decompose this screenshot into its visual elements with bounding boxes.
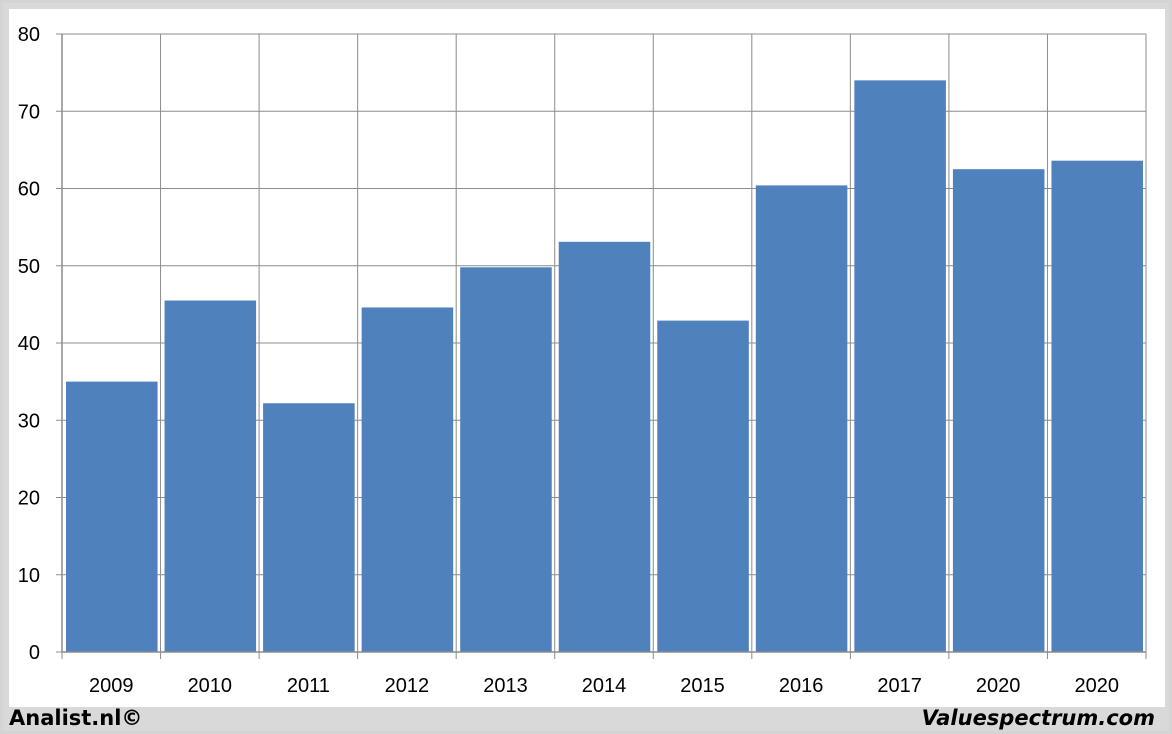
y-tick-label: 30 [18, 410, 40, 432]
footer-source-right: Valuespectrum.com [921, 706, 1155, 730]
x-tick-label: 2014 [582, 675, 627, 697]
y-tick-label: 10 [18, 565, 40, 587]
bar-2020-9 [952, 169, 1045, 652]
y-tick-label: 50 [18, 256, 40, 278]
x-tick-label: 2013 [483, 675, 528, 697]
y-tick-label: 20 [18, 488, 40, 510]
bar-2017-8 [854, 80, 946, 653]
chart-frame: 0 10 20 30 40 50 60 70 80 2009 2010 2011 2012 2013 201… [3, 3, 1169, 731]
y-tick-label: 0 [29, 642, 40, 664]
bar-2015-6 [657, 320, 749, 652]
x-tick-label: 2017 [877, 675, 922, 697]
bar-2020-10 [1051, 160, 1143, 652]
bar-2013-4 [460, 267, 552, 652]
x-tick-label: 2010 [188, 675, 233, 697]
bar-chart: 0 10 20 30 40 50 60 70 80 2009 2010 2011 2012 2013 201… [18, 24, 1147, 697]
footer-source-left: Analist.nl© [9, 706, 143, 730]
bar-2010-1 [164, 300, 257, 652]
x-tick-label: 2015 [680, 675, 725, 697]
y-tick-label: 80 [18, 24, 40, 46]
y-tick-label: 60 [18, 179, 40, 201]
bar-2009-0 [66, 381, 158, 652]
bar-2011-2 [263, 403, 355, 652]
bar-2012-3 [361, 307, 454, 652]
x-tick-label: 2016 [779, 675, 824, 697]
x-tick-label: 2009 [89, 675, 134, 697]
y-tick-label: 40 [18, 333, 40, 355]
x-tick-label: 2020 [976, 675, 1021, 697]
x-tick-label: 2020 [1074, 675, 1119, 697]
y-tick-label: 70 [18, 101, 40, 123]
bar-2016-7 [755, 185, 848, 652]
x-tick-label: 2012 [385, 675, 430, 697]
x-tick-label: 2011 [287, 675, 330, 697]
bar-2014-5 [558, 241, 651, 653]
